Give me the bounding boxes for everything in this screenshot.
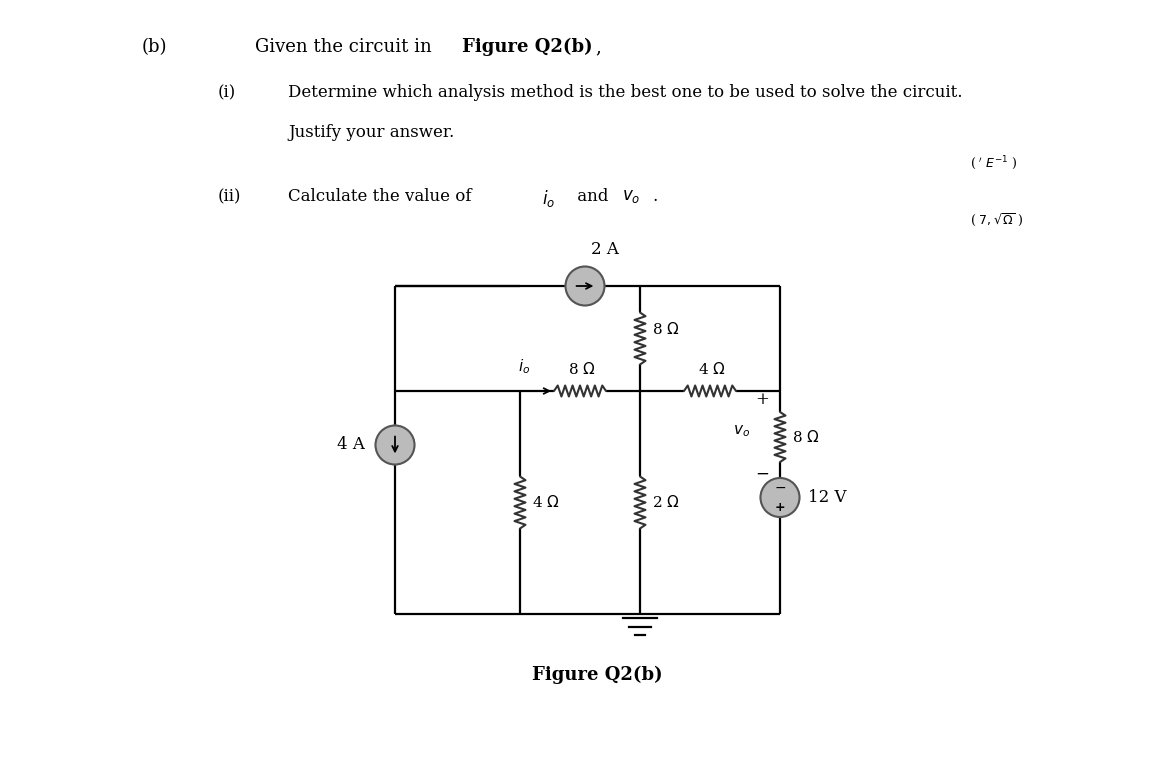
Text: Figure Q2(b): Figure Q2(b) [532, 666, 663, 684]
Text: .: . [652, 188, 657, 205]
Text: Justify your answer.: Justify your answer. [288, 124, 455, 141]
Text: +: + [755, 391, 769, 408]
Text: Determine which analysis method is the best one to be used to solve the circuit.: Determine which analysis method is the b… [288, 84, 962, 101]
Text: 4 $\Omega$: 4 $\Omega$ [532, 494, 560, 511]
Text: −: − [755, 466, 769, 483]
Text: $i_o$: $i_o$ [518, 357, 530, 376]
Text: 4 $\Omega$: 4 $\Omega$ [699, 361, 725, 377]
Text: +: + [775, 501, 785, 514]
Text: Figure Q2(b): Figure Q2(b) [462, 38, 593, 56]
Circle shape [375, 425, 415, 465]
Text: ,: , [595, 38, 601, 56]
Circle shape [761, 478, 799, 517]
Text: Given the circuit in: Given the circuit in [255, 38, 437, 56]
Text: 8 $\Omega$: 8 $\Omega$ [792, 429, 819, 445]
Text: −: − [775, 481, 785, 495]
Text: 12 V: 12 V [808, 489, 846, 506]
Circle shape [566, 266, 605, 306]
Text: 4 A: 4 A [338, 436, 364, 453]
Text: Calculate the value of: Calculate the value of [288, 188, 477, 205]
Text: $v_o$: $v_o$ [622, 188, 640, 205]
Text: ( $7, \sqrt{\Omega}$ ): ( $7, \sqrt{\Omega}$ ) [970, 211, 1024, 228]
Text: $i_o$: $i_o$ [541, 188, 556, 209]
Text: 8 $\Omega$: 8 $\Omega$ [568, 361, 595, 377]
Text: 2 A: 2 A [591, 241, 619, 258]
Text: ( $'$ $\mathit{E}^{-1}$ ): ( $'$ $\mathit{E}^{-1}$ ) [970, 154, 1017, 171]
Text: (ii): (ii) [218, 188, 241, 205]
Text: 8 $\Omega$: 8 $\Omega$ [652, 320, 680, 337]
Text: 2 $\Omega$: 2 $\Omega$ [652, 494, 680, 511]
Text: and: and [572, 188, 614, 205]
Text: (i): (i) [218, 84, 237, 101]
Text: (b): (b) [142, 38, 168, 56]
Text: $v_o$: $v_o$ [734, 423, 750, 439]
